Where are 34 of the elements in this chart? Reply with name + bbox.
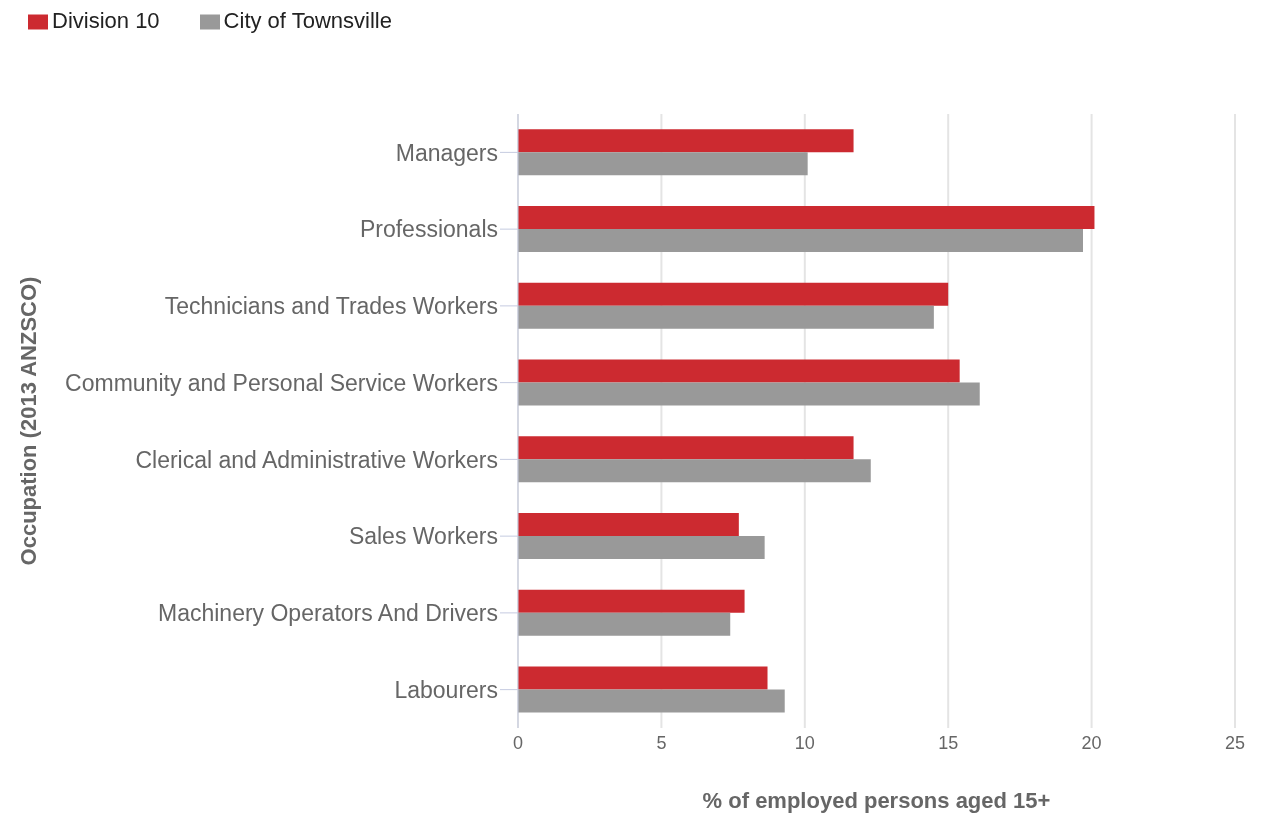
bar bbox=[518, 689, 785, 713]
x-tick-label: 25 bbox=[1224, 732, 1246, 753]
y-tick-label: Labourers bbox=[394, 676, 498, 703]
bar bbox=[518, 129, 854, 153]
y-tick-label: Community and Personal Service Workers bbox=[65, 369, 498, 396]
bar bbox=[518, 459, 871, 483]
y-tick-label: Sales Workers bbox=[348, 523, 498, 550]
bar bbox=[518, 282, 949, 306]
legend-label: City of Townsville bbox=[223, 8, 392, 33]
bar bbox=[518, 536, 765, 560]
bar bbox=[518, 436, 854, 460]
y-tick-label: Technicians and Trades Workers bbox=[164, 293, 498, 320]
x-tick-label: 20 bbox=[1081, 732, 1102, 753]
bar bbox=[518, 359, 960, 383]
x-tick-label: 15 bbox=[938, 732, 959, 753]
bar bbox=[518, 666, 768, 690]
x-tick-label: 10 bbox=[794, 732, 815, 753]
y-axis-title: Occupation (2013 ANZSCO) bbox=[15, 276, 41, 566]
bar bbox=[518, 206, 1095, 230]
legend-label: Division 10 bbox=[52, 8, 160, 33]
y-tick-label: Managers bbox=[395, 139, 498, 166]
bar bbox=[518, 513, 739, 537]
bar bbox=[518, 229, 1083, 253]
x-tick-label: 0 bbox=[512, 732, 524, 753]
bar bbox=[518, 589, 745, 613]
x-axis-title: % of employed persons aged 15+ bbox=[702, 788, 1051, 813]
bar bbox=[518, 612, 731, 636]
bar bbox=[518, 152, 808, 176]
y-tick-label: Machinery Operators And Drivers bbox=[157, 600, 498, 627]
y-tick-label: Clerical and Administrative Workers bbox=[135, 446, 498, 473]
bar bbox=[518, 382, 980, 406]
x-tick-label: 5 bbox=[656, 732, 667, 753]
y-tick-label: Professionals bbox=[359, 216, 498, 243]
bar bbox=[518, 305, 934, 329]
